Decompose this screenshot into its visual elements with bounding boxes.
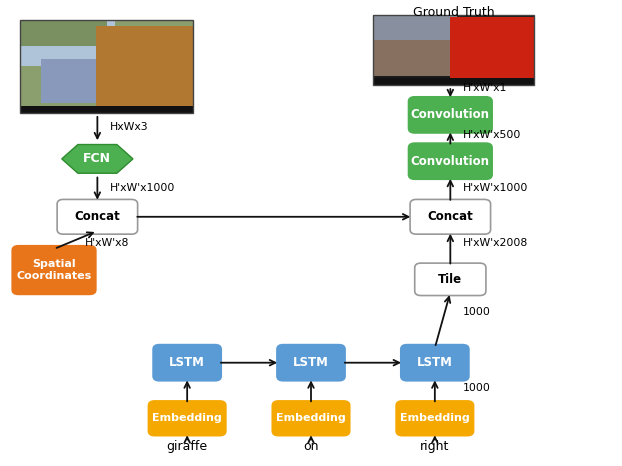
FancyBboxPatch shape <box>396 401 473 436</box>
Text: LSTM: LSTM <box>417 356 453 369</box>
FancyBboxPatch shape <box>409 97 492 133</box>
FancyBboxPatch shape <box>20 20 106 46</box>
FancyBboxPatch shape <box>20 20 193 113</box>
FancyBboxPatch shape <box>450 17 534 78</box>
FancyBboxPatch shape <box>373 78 534 85</box>
FancyBboxPatch shape <box>373 15 457 40</box>
Text: Concat: Concat <box>427 210 473 223</box>
FancyBboxPatch shape <box>96 27 193 107</box>
Text: Convolution: Convolution <box>411 109 490 121</box>
Text: H'xW'x8: H'xW'x8 <box>85 238 129 248</box>
FancyBboxPatch shape <box>415 263 486 295</box>
Text: Convolution: Convolution <box>411 155 490 168</box>
FancyBboxPatch shape <box>149 401 226 436</box>
Text: H'xW'x500: H'xW'x500 <box>463 130 521 140</box>
FancyBboxPatch shape <box>410 199 491 234</box>
FancyBboxPatch shape <box>12 246 96 295</box>
FancyBboxPatch shape <box>153 345 221 381</box>
Text: Ground Truth: Ground Truth <box>412 6 494 19</box>
Text: 1000: 1000 <box>463 383 491 393</box>
FancyBboxPatch shape <box>277 345 345 381</box>
FancyBboxPatch shape <box>373 15 534 85</box>
Text: Concat: Concat <box>75 210 120 223</box>
Text: LSTM: LSTM <box>169 356 205 369</box>
Text: Spatial
Coordinates: Spatial Coordinates <box>16 259 91 281</box>
FancyBboxPatch shape <box>401 345 469 381</box>
FancyBboxPatch shape <box>20 106 193 113</box>
FancyBboxPatch shape <box>20 20 115 66</box>
FancyBboxPatch shape <box>373 17 457 76</box>
Text: HxWx3: HxWx3 <box>109 123 149 132</box>
Text: H'xW'x1000: H'xW'x1000 <box>109 183 175 193</box>
Text: LSTM: LSTM <box>293 356 329 369</box>
Text: on: on <box>304 440 318 453</box>
Text: Embedding: Embedding <box>276 413 346 423</box>
Text: H'xW'x1000: H'xW'x1000 <box>463 183 528 193</box>
Text: Embedding: Embedding <box>400 413 470 423</box>
Text: Embedding: Embedding <box>152 413 222 423</box>
Text: H'xW'x1: H'xW'x1 <box>463 83 507 94</box>
Text: right: right <box>420 440 450 453</box>
Text: Tile: Tile <box>439 273 462 286</box>
FancyBboxPatch shape <box>272 401 350 436</box>
Text: H'xW'x2008: H'xW'x2008 <box>463 238 528 248</box>
Polygon shape <box>62 144 133 173</box>
Text: giraffe: giraffe <box>167 440 208 453</box>
FancyBboxPatch shape <box>57 199 137 234</box>
FancyBboxPatch shape <box>41 59 96 103</box>
Text: 1000: 1000 <box>463 307 491 317</box>
Text: FCN: FCN <box>83 152 111 165</box>
FancyBboxPatch shape <box>409 143 492 179</box>
